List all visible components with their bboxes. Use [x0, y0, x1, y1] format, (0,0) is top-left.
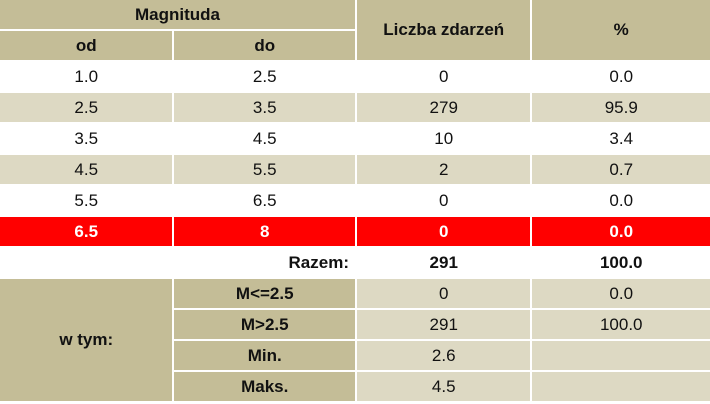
data-cell: 0.0 [532, 186, 710, 215]
data-cell: 4.5 [174, 124, 355, 153]
empty-cell [532, 341, 710, 370]
data-cell: 3.5 [0, 124, 173, 153]
data-cell: 0 [356, 62, 531, 91]
table-row: Min. 2.6 [0, 341, 710, 370]
data-cell: 0.0 [532, 217, 710, 246]
data-cell: 279 [356, 93, 531, 122]
breakdown-cell: 2.6 [356, 341, 531, 370]
data-cell: 8 [174, 217, 355, 246]
table-row: 2.5 3.5 279 95.9 [0, 93, 710, 122]
header-cell: do [174, 31, 355, 60]
header-cell: Magnituda [0, 0, 355, 29]
empty-cell [0, 248, 173, 277]
breakdown-name: M>2.5 [174, 310, 355, 339]
total-label: Razem: [174, 248, 355, 277]
table-row: 6.5 8 0 0.0 [0, 217, 710, 246]
data-cell: 0 [356, 217, 531, 246]
breakdown-cell: 100.0 [532, 310, 710, 339]
data-cell: 5.5 [0, 186, 173, 215]
table-row: 3.5 4.5 10 3.4 [0, 124, 710, 153]
data-cell: 95.9 [532, 93, 710, 122]
data-cell: 6.5 [0, 217, 173, 246]
table-row: Maks. 4.5 [0, 372, 710, 401]
total-percent: 100.0 [532, 248, 710, 277]
table-row: M>2.5 291 100.0 [0, 310, 710, 339]
breakdown-label: w tym: [0, 279, 173, 401]
data-cell: 10 [356, 124, 531, 153]
header-cell: od [0, 31, 173, 60]
table-row: 4.5 5.5 2 0.7 [0, 155, 710, 184]
header-cell: Liczba zdarzeń [356, 0, 531, 60]
breakdown-cell: 0 [356, 279, 531, 308]
data-cell: 3.4 [532, 124, 710, 153]
breakdown-cell: 4.5 [356, 372, 531, 401]
data-cell: 6.5 [174, 186, 355, 215]
empty-cell [532, 372, 710, 401]
data-cell: 0 [356, 186, 531, 215]
table-row: 1.0 2.5 0 0.0 [0, 62, 710, 91]
breakdown-cell: 291 [356, 310, 531, 339]
data-cell: 5.5 [174, 155, 355, 184]
data-cell: 2 [356, 155, 531, 184]
data-cell: 1.0 [0, 62, 173, 91]
data-cell: 4.5 [0, 155, 173, 184]
breakdown-cell: 0.0 [532, 279, 710, 308]
breakdown-name: M<=2.5 [174, 279, 355, 308]
data-cell: 2.5 [174, 62, 355, 91]
total-count: 291 [356, 248, 531, 277]
table-row: 5.5 6.5 0 0.0 [0, 186, 710, 215]
table-body: 1.0 2.5 0 0.0 2.5 3.5 279 95.9 3.5 4.5 10 3.4 4.5 5.5… [0, 62, 710, 246]
data-cell: 2.5 [0, 93, 173, 122]
data-cell: 0.7 [532, 155, 710, 184]
breakdown-name: Min. [174, 341, 355, 370]
header-cell: % [532, 0, 710, 60]
data-cell: 3.5 [174, 93, 355, 122]
table-row: w tym: M<=2.5 0 0.0 [0, 279, 710, 401]
breakdown-name: Maks. [174, 372, 355, 401]
data-cell: 0.0 [532, 62, 710, 91]
breakdown-body: w tym: M<=2.5 0 0.0 M>2.5 291 100.0 Min. 2.6 Maks… [0, 279, 710, 401]
